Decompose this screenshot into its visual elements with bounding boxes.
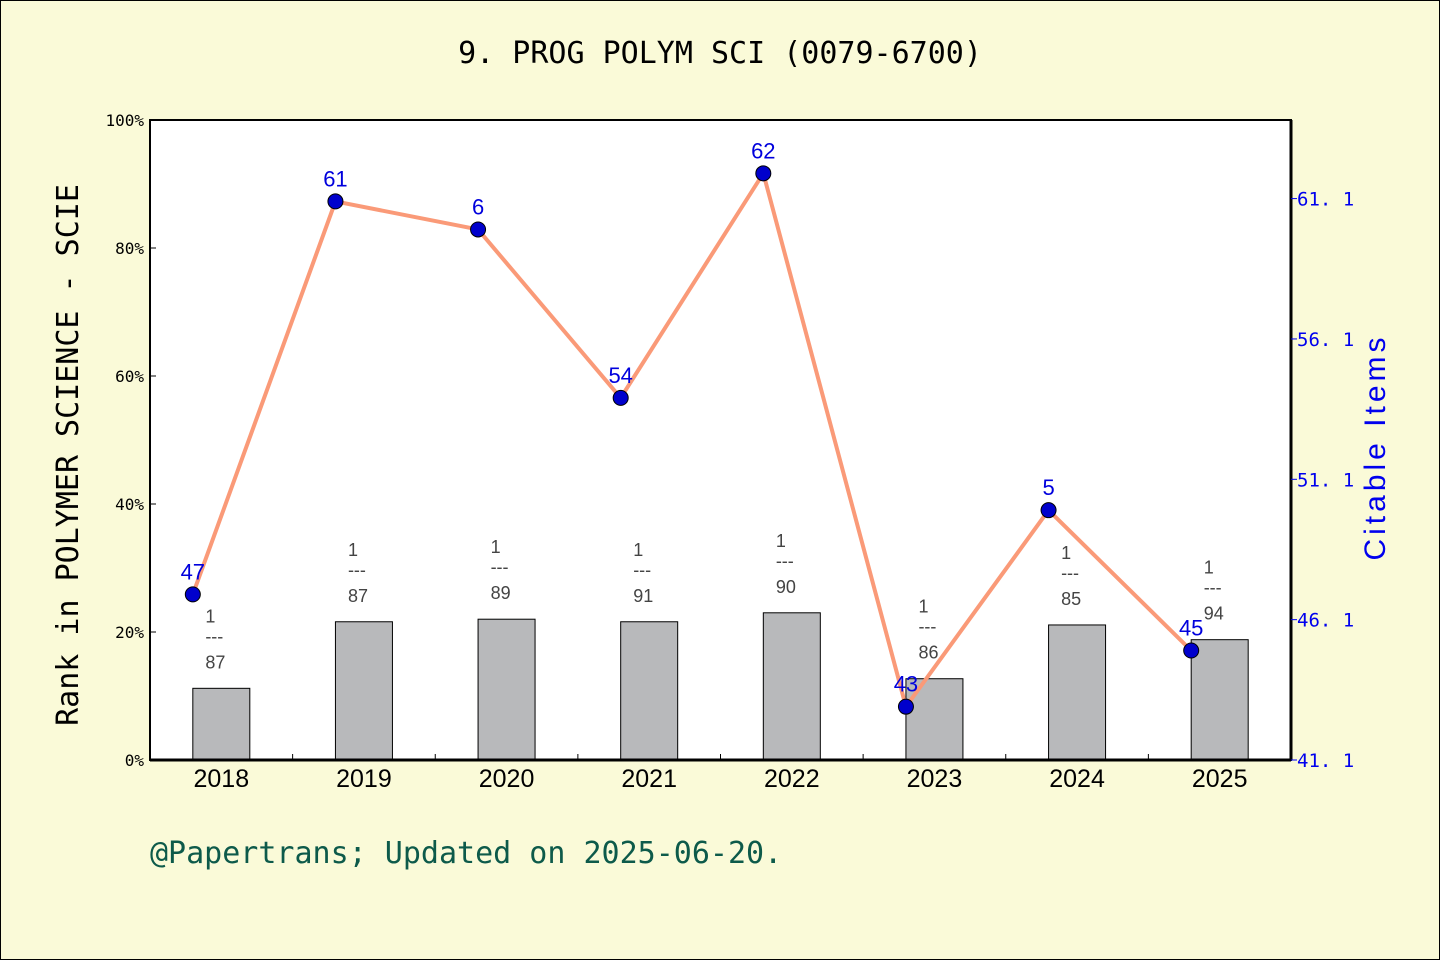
y-tick-label: 60%: [115, 367, 144, 386]
bar-label-numerator: 1: [1061, 543, 1071, 563]
y-tick-label: 0%: [125, 751, 145, 770]
footer-credit: @Papertrans; Updated on 2025-06-20.: [150, 836, 783, 871]
y-tick-label: 100%: [105, 111, 144, 130]
bar-label-divider: ---: [1061, 563, 1079, 583]
bar: [762, 612, 821, 761]
y-right-axis-label: Citable Items: [1359, 333, 1392, 560]
bar-label-denominator: 87: [205, 652, 225, 672]
bar-label-numerator: 1: [205, 606, 215, 626]
citable-items-line: [190, 168, 1193, 712]
x-tick-label: 2019: [336, 765, 392, 793]
bar-label-denominator: 91: [633, 586, 653, 606]
line-point: [612, 389, 629, 406]
bar-label-numerator: 1: [1204, 558, 1214, 578]
bar-label-denominator: 86: [918, 643, 938, 663]
y-right-tick-label: 61. 1: [1297, 189, 1354, 211]
bar-label-numerator: 1: [776, 531, 786, 551]
bar: [620, 621, 679, 761]
bar-label-denominator: 94: [1204, 604, 1224, 624]
y-tick-label: 20%: [115, 623, 144, 642]
bar-label-numerator: 1: [633, 540, 643, 560]
bar-label-divider: ---: [205, 626, 223, 646]
y-tick-label: 80%: [115, 239, 144, 258]
bar-label-divider: ---: [348, 560, 366, 580]
bar: [334, 621, 393, 761]
line-point: [1040, 502, 1057, 519]
line-point-label: 5: [1042, 475, 1054, 500]
chart-title: 9. PROG POLYM SCI (0079-6700): [458, 36, 982, 71]
line-point: [1183, 642, 1200, 659]
line-point-label: 6: [472, 194, 484, 219]
bar-label-divider: ---: [1204, 578, 1222, 598]
y-axis-label: Rank in POLYMER SCIENCE - SCIE: [51, 184, 86, 726]
line-point: [897, 698, 914, 715]
bar-label-divider: ---: [633, 560, 651, 580]
bar-label-numerator: 1: [491, 537, 501, 557]
y-tick-label: 40%: [115, 495, 144, 514]
plot-area: [150, 120, 1291, 760]
bar-label-divider: ---: [491, 557, 509, 577]
bar: [477, 618, 536, 761]
line-point-label: 61: [323, 166, 347, 191]
x-tick-label: 2018: [194, 765, 250, 793]
y-right-tick-label: 51. 1: [1297, 469, 1354, 491]
x-tick-label: 2024: [1049, 765, 1105, 793]
bar: [1190, 639, 1249, 761]
x-tick-label: 2023: [907, 765, 963, 793]
x-tick-label: 2025: [1192, 765, 1248, 793]
y-right-tick-label: 56. 1: [1297, 329, 1354, 351]
bar-label-numerator: 1: [348, 540, 358, 560]
bar-label-denominator: 90: [776, 577, 796, 597]
line-point: [755, 165, 772, 182]
line-point: [470, 221, 487, 238]
bar-label-denominator: 87: [348, 586, 368, 606]
line-point-label: 47: [181, 559, 205, 584]
bar-label-numerator: 1: [918, 597, 928, 617]
y-right-tick-label: 41. 1: [1297, 750, 1354, 772]
y-right-tick-label: 46. 1: [1297, 610, 1354, 632]
bar-label-denominator: 85: [1061, 589, 1081, 609]
line-point-label: 54: [608, 363, 632, 388]
line-point-label: 62: [751, 138, 775, 163]
x-tick-label: 2022: [764, 765, 820, 793]
bar-label-denominator: 89: [491, 583, 511, 603]
x-tick-label: 2021: [621, 765, 677, 793]
bar-label-divider: ---: [776, 551, 794, 571]
bar-label-divider: ---: [918, 617, 936, 637]
line-point-label: 43: [894, 672, 918, 697]
line-point-label: 45: [1179, 616, 1203, 641]
line-point: [327, 193, 344, 210]
line-point: [184, 586, 201, 603]
bar: [1048, 624, 1107, 761]
bar: [192, 687, 251, 761]
x-tick-label: 2020: [479, 765, 535, 793]
